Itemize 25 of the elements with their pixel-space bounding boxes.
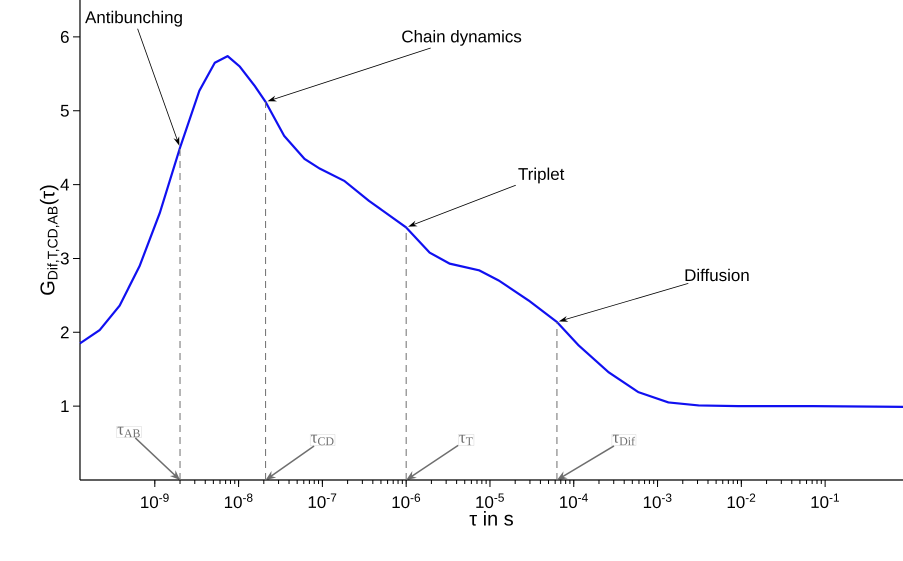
x-axis-title: τ in s	[470, 511, 513, 526]
annotation: Triplet	[518, 168, 564, 184]
x-tick-label: 10$^{-5}$	[476, 494, 504, 508]
ref-line-label: τ$_{Dif}$	[612, 434, 635, 446]
y-tick-label: 6	[60, 30, 69, 43]
ref-line-label: τ$_{CD}$	[311, 434, 334, 446]
annotation: Chain dynamics	[402, 30, 522, 46]
x-tick-label: 10$^{-9}$	[141, 494, 169, 508]
x-tick-label: 10$^{-2}$	[728, 494, 756, 508]
x-tick-label: 10$^{-4}$	[560, 494, 588, 508]
x-tick-label: 10$^{-6}$	[392, 494, 420, 508]
ref-line-label: τ$_{T}$	[459, 434, 473, 446]
y-tick-label: 1	[61, 400, 69, 412]
y-tick-label: 3	[60, 252, 69, 264]
y-tick-label: 4	[60, 178, 69, 190]
annotation: Antibunching	[85, 10, 182, 27]
x-tick-label: 10$^{-3}$	[644, 494, 672, 508]
x-tick-label: 10$^{-8}$	[224, 494, 253, 508]
annotation: Diffusion	[686, 268, 749, 282]
x-tick-label: 10$^{-7}$	[308, 494, 336, 508]
ref-line-label: τ$_{AB}$	[118, 426, 140, 438]
x-tick-label: 10$^{-1}$	[811, 494, 839, 508]
y-axis-title: G$_{Dif,T,CD,AB}$(τ)	[40, 185, 60, 295]
y-tick-label: 2	[60, 326, 69, 338]
y-tick-label: 5	[60, 104, 69, 117]
